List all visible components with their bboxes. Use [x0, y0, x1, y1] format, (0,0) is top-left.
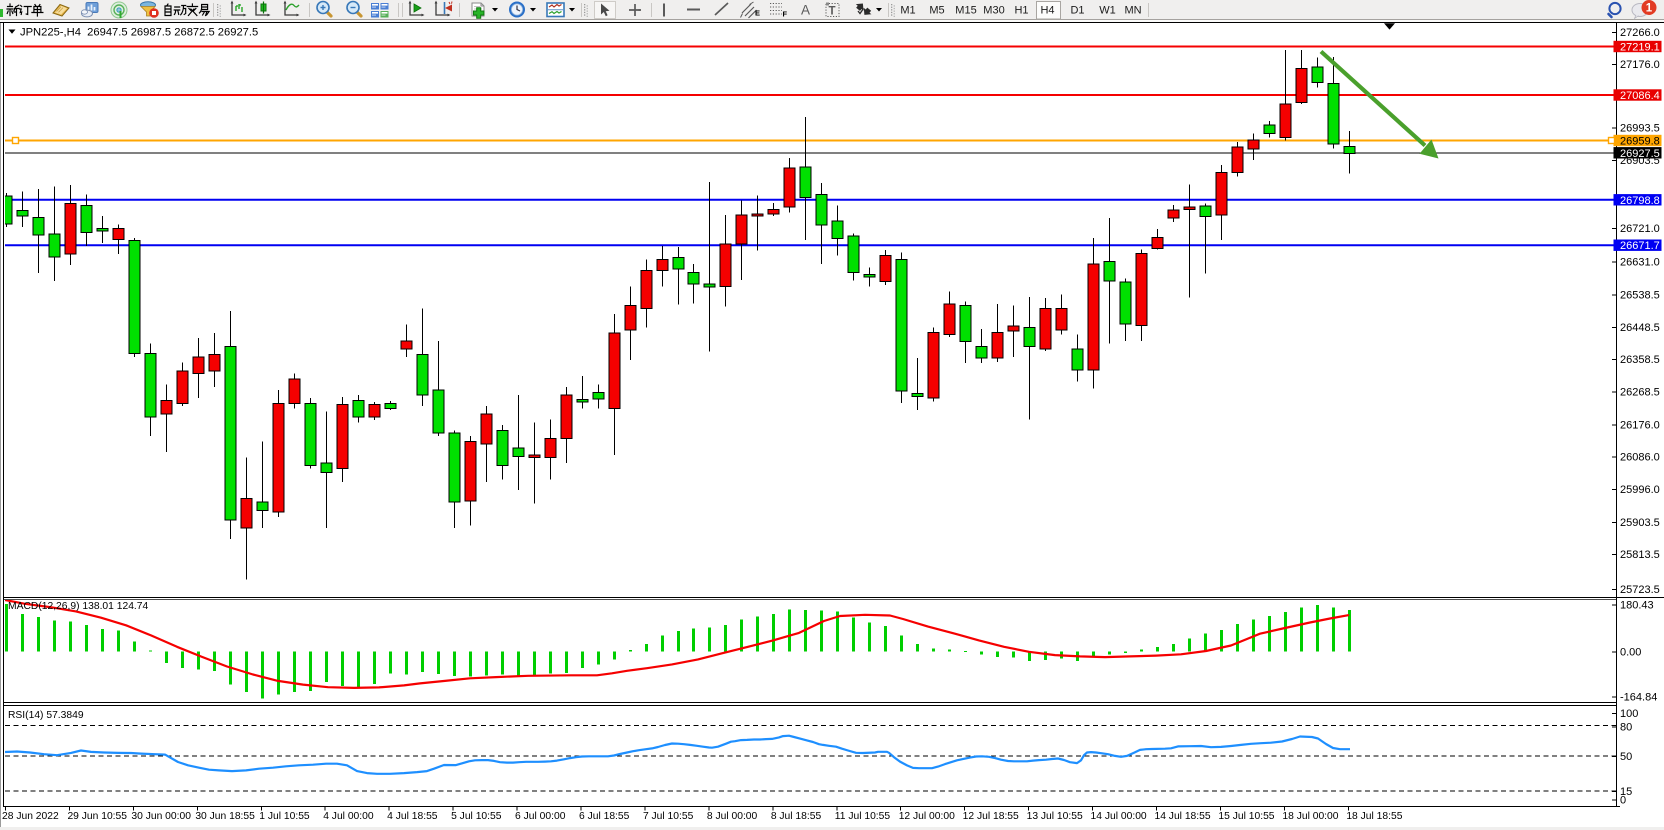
svg-text:27219.1: 27219.1 — [1620, 42, 1660, 54]
svg-text:25813.5: 25813.5 — [1620, 549, 1660, 561]
svg-text:5 Jul 10:55: 5 Jul 10:55 — [451, 811, 502, 822]
svg-text:15 Jul 10:55: 15 Jul 10:55 — [1218, 811, 1274, 822]
svg-text:MN: MN — [1124, 5, 1141, 17]
svg-text:180.43: 180.43 — [1620, 600, 1654, 612]
svg-text:26631.0: 26631.0 — [1620, 257, 1660, 269]
svg-text:T: T — [829, 6, 836, 18]
svg-text:W1: W1 — [1099, 5, 1116, 17]
svg-text:29 Jun 10:55: 29 Jun 10:55 — [67, 811, 127, 822]
svg-text:4 Jul 18:55: 4 Jul 18:55 — [387, 811, 438, 822]
svg-text:27266.0: 27266.0 — [1620, 27, 1660, 39]
svg-text:8 Jul 18:55: 8 Jul 18:55 — [771, 811, 822, 822]
svg-text:26086.0: 26086.0 — [1620, 452, 1660, 464]
svg-text:A: A — [801, 3, 810, 18]
svg-text:80: 80 — [1620, 722, 1632, 734]
svg-text:18 Jul 18:55: 18 Jul 18:55 — [1346, 811, 1402, 822]
svg-text:H1: H1 — [1014, 5, 1028, 17]
svg-text:E: E — [755, 9, 760, 18]
svg-text:12 Jul 00:00: 12 Jul 00:00 — [899, 811, 955, 822]
svg-text:27176.0: 27176.0 — [1620, 59, 1660, 71]
svg-text:30 Jun 00:00: 30 Jun 00:00 — [131, 811, 191, 822]
svg-text:F: F — [783, 10, 788, 19]
svg-text:8 Jul 00:00: 8 Jul 00:00 — [707, 811, 758, 822]
svg-text:11 Jul 10:55: 11 Jul 10:55 — [835, 811, 891, 822]
svg-text:26358.5: 26358.5 — [1620, 354, 1660, 366]
svg-text:1: 1 — [1646, 3, 1653, 15]
svg-text:27086.4: 27086.4 — [1620, 90, 1660, 102]
svg-text:14 Jul 00:00: 14 Jul 00:00 — [1091, 811, 1147, 822]
svg-text:0.00: 0.00 — [1620, 647, 1641, 659]
svg-text:25996.0: 25996.0 — [1620, 484, 1660, 496]
svg-text:26448.5: 26448.5 — [1620, 322, 1660, 334]
svg-text:M1: M1 — [900, 5, 915, 17]
svg-text:26959.8: 26959.8 — [1620, 136, 1660, 148]
svg-text:26993.5: 26993.5 — [1620, 123, 1660, 135]
svg-text:100: 100 — [1620, 708, 1638, 720]
svg-text:6 Jul 00:00: 6 Jul 00:00 — [515, 811, 566, 822]
svg-text:MACD(12,26,9) 138.01 124.74: MACD(12,26,9) 138.01 124.74 — [8, 601, 149, 612]
svg-text:50: 50 — [1620, 751, 1632, 763]
svg-text:0: 0 — [1620, 795, 1626, 807]
svg-text:26268.5: 26268.5 — [1620, 387, 1660, 399]
svg-text:4 Jul 00:00: 4 Jul 00:00 — [323, 811, 374, 822]
svg-text:26721.0: 26721.0 — [1620, 223, 1660, 235]
svg-text:15: 15 — [1620, 786, 1632, 798]
svg-text:M5: M5 — [929, 5, 944, 17]
svg-text:JPN225-,H4 26947.5 26987.5 26: JPN225-,H4 26947.5 26987.5 26872.5 26927… — [20, 27, 258, 39]
svg-text:RSI(14) 57.3849: RSI(14) 57.3849 — [8, 710, 84, 721]
svg-text:26798.8: 26798.8 — [1620, 195, 1660, 207]
svg-text:14 Jul 18:55: 14 Jul 18:55 — [1154, 811, 1210, 822]
svg-text:7 Jul 10:55: 7 Jul 10:55 — [643, 811, 694, 822]
svg-text:1 Jul 10:55: 1 Jul 10:55 — [259, 811, 310, 822]
svg-text:D1: D1 — [1070, 5, 1084, 17]
svg-text:M30: M30 — [983, 5, 1004, 17]
svg-text:25903.5: 25903.5 — [1620, 517, 1660, 529]
svg-text:26538.5: 26538.5 — [1620, 290, 1660, 302]
svg-text:H4: H4 — [1040, 5, 1054, 17]
svg-text:12 Jul 18:55: 12 Jul 18:55 — [963, 811, 1019, 822]
svg-text:26927.5: 26927.5 — [1620, 148, 1660, 160]
svg-text:-164.84: -164.84 — [1620, 692, 1657, 704]
svg-text:26176.0: 26176.0 — [1620, 420, 1660, 432]
svg-text:28 Jun 2022: 28 Jun 2022 — [2, 811, 59, 822]
svg-text:13 Jul 10:55: 13 Jul 10:55 — [1027, 811, 1083, 822]
svg-text:25723.5: 25723.5 — [1620, 584, 1660, 596]
svg-text:30 Jun 18:55: 30 Jun 18:55 — [195, 811, 255, 822]
svg-text:6 Jul 18:55: 6 Jul 18:55 — [579, 811, 630, 822]
svg-text:18 Jul 00:00: 18 Jul 00:00 — [1282, 811, 1338, 822]
svg-text:M15: M15 — [955, 5, 976, 17]
svg-text:26671.7: 26671.7 — [1620, 240, 1660, 252]
